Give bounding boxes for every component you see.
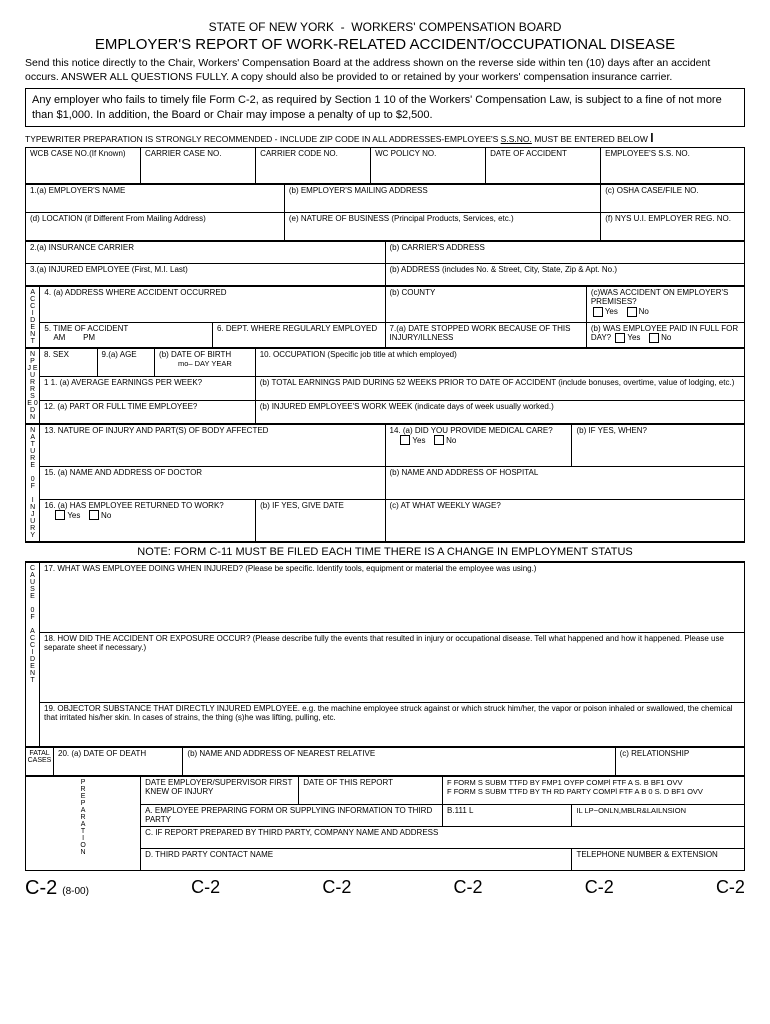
q18-label: 18. HOW DID THE ACCIDENT OR EXPOSURE OCC… bbox=[44, 634, 724, 653]
date-stopped-label: 7.(a) DATE STOPPED WORK BECAUSE OF THIS … bbox=[390, 324, 571, 343]
date-death-label: 20. (a) DATE OF DEATH bbox=[58, 749, 146, 758]
dob-label: (b) DATE OF BIRTH bbox=[159, 350, 231, 359]
relationship-label: (c) RELATIONSHIP bbox=[620, 749, 690, 758]
note-table: NOTE: FORM C-11 MUST BE FILED EACH TIME … bbox=[25, 542, 745, 562]
total-earnings-label: (b) TOTAL EARNINGS PAID DURING 52 WEEKS … bbox=[260, 378, 735, 387]
date-knew-label: DATE EMPLOYER/SUPERVISOR FIRST KNEW OF I… bbox=[145, 778, 292, 797]
phone-label: TELEPHONE NUMBER & EXTENSION bbox=[576, 850, 717, 859]
osha-label: (c) OSHA CASE/FILE NO. bbox=[605, 186, 698, 195]
insurance-carrier-label: 2.(a) INSURANCE CARRIER bbox=[30, 243, 134, 252]
date-report-label: DATE OF THIS REPORT bbox=[303, 778, 393, 787]
instructions: Send this notice directly to the Chair, … bbox=[25, 57, 745, 84]
paid-yes-checkbox[interactable] bbox=[615, 333, 625, 343]
returned-yes-checkbox[interactable] bbox=[55, 510, 65, 520]
premises-yes-checkbox[interactable] bbox=[593, 307, 603, 317]
fatal-table: FATALCASES 20. (a) DATE OF DEATH (b) NAM… bbox=[25, 747, 745, 776]
location-label: (d) LOCATION (if Different From Mailing … bbox=[30, 214, 206, 223]
typewriter-note: TYPEWRITER PREPARATION IS STRONGLY RECOM… bbox=[25, 131, 745, 145]
cause-table: CAUSE 0F ACCIDENT 17. WHAT WAS EMPLOYEE … bbox=[25, 562, 745, 747]
if-yes-when-label: (b) IF YES, WHEN? bbox=[576, 426, 647, 435]
side-cause: CAUSE 0F ACCIDENT bbox=[26, 562, 40, 746]
form-subm-2: F FORM S SUBM TTFD BY TH RD PARTY COMPl … bbox=[447, 787, 703, 796]
employer-table: 1.(a) EMPLOYER'S NAME (b) EMPLOYER'S MAI… bbox=[25, 184, 745, 241]
prep-b2-label: IL LP~ONLN,MBLR&LAILNSION bbox=[576, 806, 686, 815]
footer: C-2 (8-00) C-2 C-2 C-2 C-2 C-2 bbox=[25, 877, 745, 900]
q17-label: 17. WHAT WAS EMPLOYEE DOING WHEN INJURED… bbox=[44, 564, 536, 573]
medical-yes-checkbox[interactable] bbox=[400, 435, 410, 445]
id-table: WCB CASE NO.(If Known) CARRIER CASE NO. … bbox=[25, 147, 745, 184]
carrier-case-label: CARRIER CASE NO. bbox=[145, 149, 221, 158]
dept-label: 6. DEPT. WHERE REGULARLY EMPLOYED bbox=[217, 324, 377, 333]
side-fatal: FATALCASES bbox=[26, 747, 54, 775]
side-nature: NATURE 0F INJURY bbox=[26, 424, 40, 541]
prep-d-label: D. THIRD PARTY CONTACT NAME bbox=[145, 850, 273, 859]
wc-policy-label: WC POLICY NO. bbox=[375, 149, 436, 158]
nearest-relative-label: (b) NAME AND ADDRESS OF NEAREST RELATIVE bbox=[187, 749, 375, 758]
avg-earnings-label: 1 1. (a) AVERAGE EARNINGS PER WEEK? bbox=[44, 378, 202, 387]
q19-label: 19. OBJECTOR SUBSTANCE THAT DIRECTLY INJ… bbox=[44, 704, 733, 723]
prep-table: PREPARATION DATE EMPLOYER/SUPERVISOR FIR… bbox=[25, 776, 745, 871]
prep-a-label: A. EMPLOYEE PREPARING FORM OR SUPPLYING … bbox=[145, 806, 432, 825]
employer-name-label: 1.(a) EMPLOYER'S NAME bbox=[30, 186, 125, 195]
note-c11: NOTE: FORM C-11 MUST BE FILED EACH TIME … bbox=[25, 542, 745, 561]
county-label: (b) COUNTY bbox=[390, 288, 436, 297]
side-person: N PJ EU RR SE 0D N bbox=[26, 348, 40, 423]
nature-business-label: (e) NATURE OF BUSINESS (Principal Produc… bbox=[289, 214, 514, 223]
medical-no-checkbox[interactable] bbox=[434, 435, 444, 445]
accident-addr-label: 4. (a) ADDRESS WHERE ACCIDENT OCCURRED bbox=[44, 288, 226, 297]
occupation-label: 10. OCCUPATION (Specific job title at wh… bbox=[260, 350, 457, 359]
form-subm-1: F FORM S SUBM TTFD BY FMP1 OYFP COMPl FT… bbox=[447, 778, 682, 787]
time-accident-label: 5. TIME OF ACCIDENT bbox=[44, 324, 128, 333]
header-state: STATE OF NEW YORK - WORKERS' COMPENSATIO… bbox=[25, 20, 745, 34]
premises-no-checkbox[interactable] bbox=[627, 307, 637, 317]
ssn-label: EMPLOYEE'S S.S. NO. bbox=[605, 149, 690, 158]
age-label: 9.(a) AGE bbox=[102, 350, 137, 359]
medical-care-label: 14. (a) DID YOU PROVIDE MEDICAL CARE? bbox=[390, 426, 553, 435]
nature-table: NATURE 0F INJURY 13. NATURE OF INJURY AN… bbox=[25, 424, 745, 542]
form-title: EMPLOYER'S REPORT OF WORK-RELATED ACCIDE… bbox=[25, 36, 745, 53]
sex-label: 8. SEX bbox=[44, 350, 69, 359]
person-table: N PJ EU RR SE 0D N 8. SEX 9.(a) AGE (b) … bbox=[25, 348, 745, 424]
weekly-wage-label: (c) AT WHAT WEEKLY WAGE? bbox=[390, 501, 501, 510]
returned-no-checkbox[interactable] bbox=[89, 510, 99, 520]
warning-box: Any employer who fails to timely file Fo… bbox=[25, 88, 745, 127]
doctor-label: 15. (a) NAME AND ADDRESS OF DOCTOR bbox=[44, 468, 202, 477]
accident-table: ACCIDENT 4. (a) ADDRESS WHERE ACCIDENT O… bbox=[25, 286, 745, 348]
carrier-addr-label: (b) CARRIER'S ADDRESS bbox=[390, 243, 485, 252]
nys-ui-label: (f) NYS U.I. EMPLOYER REG. NO. bbox=[605, 214, 731, 223]
carrier-code-label: CARRIER CODE NO. bbox=[260, 149, 338, 158]
returned-work-label: 16. (a) HAS EMPLOYEE RETURNED TO WORK? bbox=[44, 501, 223, 510]
wcb-label: WCB CASE NO.(If Known) bbox=[30, 149, 126, 158]
prep-c-label: C. IF REPORT PREPARED BY THIRD PARTY, CO… bbox=[145, 828, 438, 837]
premises-label: (c)WAS ACCIDENT ON EMPLOYER'S PREMISES? bbox=[591, 288, 729, 307]
prep-b-label: B.111 L bbox=[447, 806, 473, 815]
employer-addr-label: (b) EMPLOYER'S MAILING ADDRESS bbox=[289, 186, 428, 195]
give-date-label: (b) IF YES, GIVE DATE bbox=[260, 501, 344, 510]
part-full-label: 12. (a) PART OR FULL TIME EMPLOYEE? bbox=[44, 402, 197, 411]
hospital-label: (b) NAME AND ADDRESS OF HOSPITAL bbox=[390, 468, 539, 477]
side-prep: PREPARATION bbox=[26, 776, 141, 870]
nature-injury-label: 13. NATURE OF INJURY AND PART(S) OF BODY… bbox=[44, 426, 268, 435]
date-accident-label: DATE OF ACCIDENT bbox=[490, 149, 567, 158]
carrier-table: 2.(a) INSURANCE CARRIER (b) CARRIER'S AD… bbox=[25, 241, 745, 286]
employee-addr-label: (b) ADDRESS (includes No. & Street, City… bbox=[390, 265, 618, 274]
injured-employee-label: 3.(a) INJURED EMPLOYEE (First, M.I. Last… bbox=[30, 265, 188, 274]
paid-no-checkbox[interactable] bbox=[649, 333, 659, 343]
work-week-label: (b) INJURED EMPLOYEE'S WORK WEEK (indica… bbox=[260, 402, 554, 411]
side-accident: ACCIDENT bbox=[26, 286, 40, 347]
